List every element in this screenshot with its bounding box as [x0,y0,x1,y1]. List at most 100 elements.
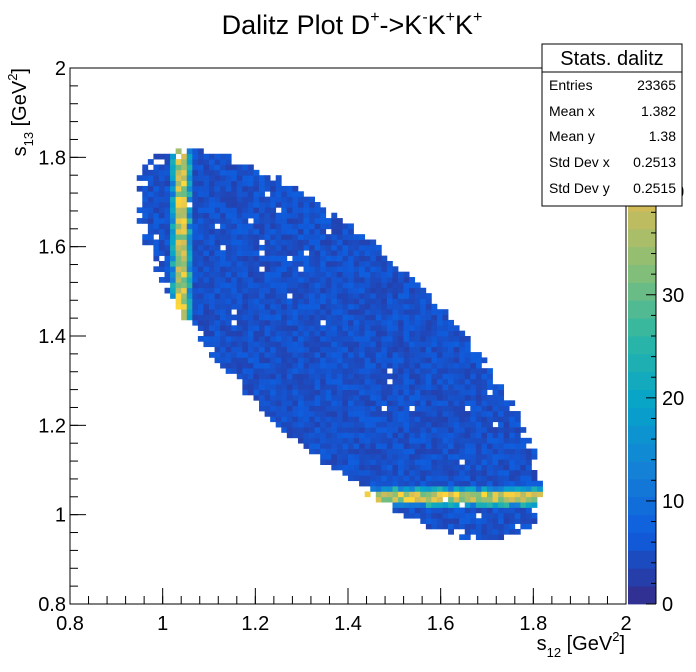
heatmap-cell [287,240,293,246]
heatmap-cell [443,470,449,476]
heatmap-cell [248,368,254,374]
heatmap-cell [331,395,337,401]
heatmap-cell [226,357,232,363]
heatmap-cell [242,331,248,337]
heatmap-cell [209,325,215,331]
heatmap-cell [176,164,182,170]
heatmap-cell [309,384,315,390]
heatmap-cell [465,459,471,465]
heatmap-cell [320,245,326,251]
heatmap-cell [237,250,243,256]
heatmap-cell [215,234,221,240]
heatmap-cell [265,368,271,374]
heatmap-cell [270,400,276,406]
heatmap-cell [304,240,310,246]
heatmap-cell [181,170,187,176]
heatmap-cell [331,293,337,299]
heatmap-cell [159,223,165,229]
heatmap-cell [142,191,148,197]
heatmap-cell [354,459,360,465]
heatmap-cell [337,245,343,251]
heatmap-cell [292,234,298,240]
heatmap-cell [504,459,510,465]
heatmap-cell [348,449,354,455]
heatmap-cell [337,315,343,321]
heatmap-cell [381,400,387,406]
heatmap-cell [370,336,376,342]
heatmap-cell [142,240,148,246]
heatmap-cell [153,207,159,213]
heatmap-cell [192,282,198,288]
heatmap-cell [137,175,143,181]
heatmap-cell [415,320,421,326]
heatmap-cell [481,390,487,396]
heatmap-cell [259,223,265,229]
heatmap-cell [443,363,449,369]
heatmap-cell [298,234,304,240]
heatmap-cell [331,272,337,278]
heatmap-cell [376,400,382,406]
heatmap-cell [331,288,337,294]
heatmap-cell [465,432,471,438]
heatmap-cell [276,288,282,294]
heatmap-cell [287,186,293,192]
heatmap-cell [215,175,221,181]
heatmap-cell [209,320,215,326]
heatmap-cell [409,454,415,460]
heatmap-cell [304,256,310,262]
heatmap-cell [498,513,504,519]
heatmap-cell [420,406,426,412]
heatmap-cell [448,390,454,396]
heatmap-cell [465,422,471,428]
heatmap-cell [242,181,248,187]
heatmap-cell [437,374,443,380]
heatmap-cell [281,341,287,347]
heatmap-cell [309,363,315,369]
heatmap-cell [281,218,287,224]
heatmap-cell [209,207,215,213]
heatmap-cell [381,491,387,497]
heatmap-cell [220,218,226,224]
heatmap-cell [415,282,421,288]
heatmap-cell [165,256,171,262]
heatmap-cell [165,272,171,278]
heatmap-cell [476,357,482,363]
heatmap-cell [504,406,510,412]
heatmap-cell [342,277,348,283]
heatmap-cell [181,277,187,283]
heatmap-cell [148,240,154,246]
heatmap-cell [231,363,237,369]
heatmap-cell [420,449,426,455]
heatmap-cell [415,416,421,422]
heatmap-cell [426,508,432,514]
heatmap-cell [348,363,354,369]
heatmap-cell [331,363,337,369]
heatmap-cell [470,513,476,519]
heatmap-cell [348,282,354,288]
heatmap-cell [437,416,443,422]
heatmap-cell [509,449,515,455]
heatmap-cell [370,475,376,481]
heatmap-cell [387,481,393,487]
heatmap-cell [437,320,443,326]
heatmap-cell [220,352,226,358]
heatmap-cell [437,475,443,481]
heatmap-cell [159,213,165,219]
heatmap-cell [381,465,387,471]
heatmap-cell [270,406,276,412]
heatmap-cell [320,341,326,347]
heatmap-cell [370,384,376,390]
heatmap-cell [165,240,171,246]
heatmap-cell [276,261,282,267]
heatmap-cell [270,416,276,422]
heatmap-cell [315,395,321,401]
heatmap-cell [420,443,426,449]
heatmap-cell [276,191,282,197]
heatmap-cell [387,449,393,455]
heatmap-cell [270,325,276,331]
heatmap-cell [454,449,460,455]
heatmap-cell [398,357,404,363]
heatmap-cell [515,529,521,535]
heatmap-cell [170,202,176,208]
heatmap-cell [248,298,254,304]
